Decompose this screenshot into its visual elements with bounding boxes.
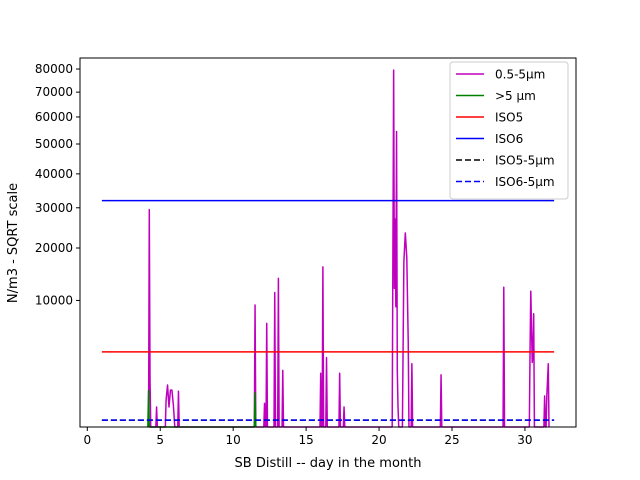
y-tick-label-70000: 70000: [35, 85, 73, 99]
y-tick-label-30000: 30000: [35, 201, 73, 215]
x-tick-label-20: 20: [371, 433, 386, 447]
legend: 0.5-5µm >5 µm ISO5 ISO6 ISO5-5µm ISO6-5µm: [449, 61, 569, 200]
y-tick-label-20000: 20000: [35, 241, 73, 255]
x-axis: 0 5 10 15 20 25 30: [83, 427, 533, 447]
y-tick-label-80000: 80000: [35, 62, 73, 76]
legend-label-iso6-5um: ISO6-5µm: [495, 175, 555, 189]
legend-label-5-um: >5 µm: [495, 89, 536, 103]
x-tick-label-15: 15: [298, 433, 313, 447]
legend-label-iso6: ISO6: [495, 132, 523, 146]
x-tick-label-0: 0: [83, 433, 91, 447]
y-tick-label-60000: 60000: [35, 110, 73, 124]
x-tick-label-10: 10: [226, 433, 241, 447]
y-tick-label-40000: 40000: [35, 167, 73, 181]
legend-label-iso5-5um: ISO5-5µm: [495, 154, 555, 168]
legend-label-iso5: ISO5: [495, 111, 523, 125]
x-tick-label-30: 30: [517, 433, 532, 447]
x-tick-label-25: 25: [444, 433, 459, 447]
y-tick-label-10000: 10000: [35, 293, 73, 307]
axes-frame: [79, 57, 577, 428]
x-axis-label: SB Distill -- day in the month: [235, 456, 422, 471]
x-tick-label-5: 5: [156, 433, 164, 447]
y-tick-label-50000: 50000: [35, 137, 73, 151]
legend-label-0-5-5um: 0.5-5µm: [495, 68, 545, 82]
y-axis: 10000 20000 30000 40000 50000 60000 70000 80000: [35, 62, 80, 307]
y-axis-label: N/m3 - SQRT scale: [6, 183, 21, 303]
